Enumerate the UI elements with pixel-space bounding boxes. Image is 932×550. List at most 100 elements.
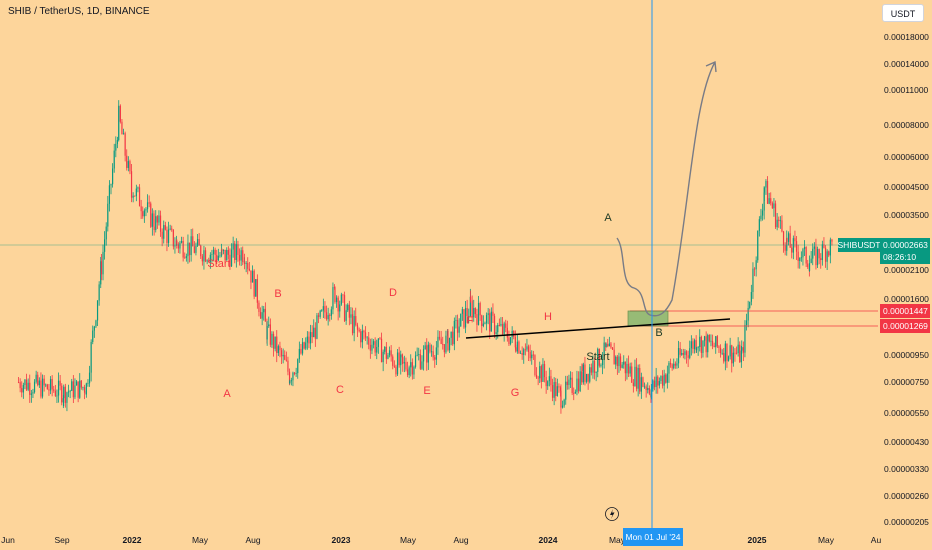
candle-body	[422, 349, 425, 362]
candle-body	[703, 336, 706, 341]
wave-label-red: B	[274, 288, 281, 300]
candle-body	[301, 342, 304, 354]
candle-body	[88, 372, 91, 384]
candle-body	[497, 325, 499, 333]
candle-body	[71, 381, 73, 391]
candle-body	[791, 247, 793, 253]
candle-body	[155, 216, 157, 231]
candle-body	[220, 249, 223, 256]
candle-body	[763, 187, 765, 193]
candle-body	[432, 351, 434, 358]
candle-body	[372, 341, 375, 345]
candle-body	[749, 301, 751, 308]
candle-body	[484, 323, 486, 325]
candle-body	[272, 333, 275, 349]
candle-body	[413, 366, 415, 375]
candle-body	[100, 261, 102, 285]
candle-body	[535, 374, 538, 378]
candle-body	[595, 371, 597, 373]
candle-body	[732, 352, 734, 364]
candle-body	[219, 255, 221, 257]
candle-body	[25, 379, 28, 390]
x-tick-label: Jun	[1, 535, 15, 545]
candle-body	[209, 254, 211, 262]
candle-body	[256, 279, 258, 303]
candle-body	[761, 210, 764, 216]
candle-body	[408, 367, 410, 376]
candle-body	[555, 382, 557, 396]
candle-body	[560, 390, 562, 408]
candle-body	[145, 209, 147, 211]
candle-body	[752, 268, 754, 293]
y-tick-label: 0.00000550	[884, 408, 929, 418]
candle-body	[474, 308, 476, 315]
candle-body	[317, 315, 320, 317]
candle-body	[24, 379, 26, 386]
candle-body	[684, 351, 686, 355]
candle-body	[721, 352, 723, 354]
candle-body	[229, 254, 231, 267]
candle-body	[179, 242, 181, 249]
candle-body	[708, 335, 710, 342]
candle-body	[794, 238, 796, 242]
candle-body	[460, 313, 462, 327]
candle-body	[298, 348, 300, 360]
candle-body	[135, 188, 137, 197]
candle-body	[613, 349, 615, 365]
candle-body	[592, 360, 594, 373]
candle-body	[263, 308, 265, 313]
candle-body	[221, 249, 223, 251]
candle-body	[158, 215, 160, 223]
candle-body	[176, 240, 178, 245]
candle-body	[364, 332, 367, 338]
candle-body	[126, 155, 128, 168]
currency-unit-button[interactable]: USDT	[882, 4, 924, 22]
candle-body	[700, 336, 702, 353]
candle-body	[107, 203, 109, 227]
candle-body	[440, 338, 442, 344]
candle-body	[48, 389, 50, 391]
candle-body	[69, 390, 71, 392]
candle-body	[132, 195, 134, 198]
candle-body	[508, 337, 510, 345]
candle-body	[285, 359, 287, 361]
candle-body	[290, 380, 292, 382]
candle-body	[579, 371, 581, 392]
candle-body	[695, 348, 698, 351]
candle-body	[292, 372, 294, 381]
candle-body	[337, 297, 339, 312]
candle-body	[388, 350, 391, 356]
candle-body	[414, 355, 417, 367]
y-tick-label: 0.00008000	[884, 120, 929, 130]
candle-body	[763, 192, 765, 211]
candle-body	[692, 341, 694, 350]
candle-body	[797, 251, 799, 262]
candle-body	[666, 373, 668, 383]
candle-body	[471, 300, 473, 318]
candle-body	[755, 260, 757, 270]
candle-body	[33, 381, 36, 393]
candle-body	[230, 249, 233, 267]
candle-body	[679, 348, 681, 355]
candle-body	[741, 347, 743, 351]
candle-body	[105, 226, 107, 240]
candle-body	[514, 337, 516, 348]
chart-title: SHIB / TetherUS, 1D, BINANCE	[8, 6, 150, 17]
candle-body	[489, 313, 491, 332]
candle-body	[702, 340, 704, 353]
candle-body	[250, 270, 252, 283]
candle-body	[677, 348, 680, 364]
candle-body	[187, 242, 189, 257]
candle-body	[637, 368, 639, 389]
candle-body	[615, 356, 617, 365]
candle-body	[823, 244, 825, 248]
candle-body	[673, 363, 675, 369]
candle-body	[568, 379, 570, 386]
candle-body	[693, 340, 696, 350]
candle-body	[593, 360, 596, 373]
candle-body	[53, 389, 55, 391]
candle-body	[687, 355, 689, 358]
candle-body	[447, 330, 449, 351]
